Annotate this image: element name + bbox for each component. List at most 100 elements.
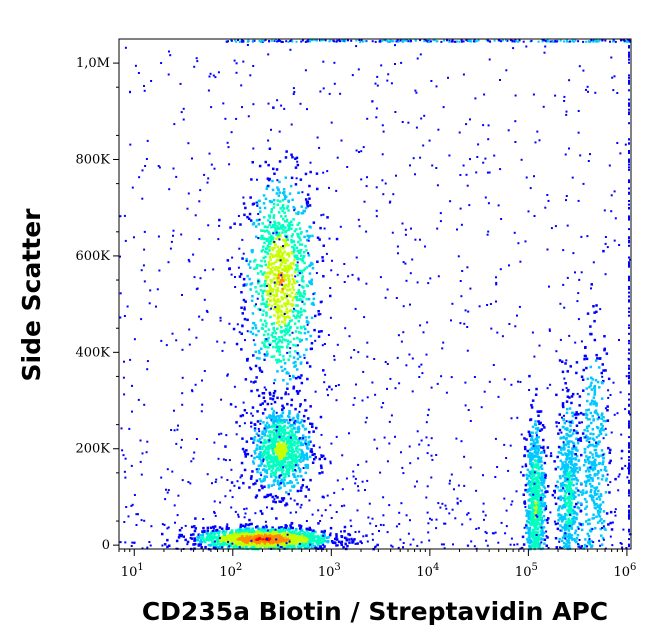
density-point bbox=[531, 462, 535, 465]
density-point bbox=[526, 538, 529, 541]
density-point bbox=[535, 387, 538, 391]
density-point bbox=[563, 489, 567, 493]
density-point bbox=[254, 541, 258, 544]
density-point bbox=[235, 117, 238, 120]
density-point bbox=[609, 448, 612, 452]
density-point bbox=[617, 475, 620, 478]
density-point bbox=[600, 417, 603, 420]
density-point bbox=[282, 441, 286, 444]
density-point bbox=[271, 238, 275, 241]
density-point bbox=[217, 534, 221, 537]
density-point bbox=[526, 468, 530, 472]
density-point bbox=[213, 540, 216, 543]
density-point bbox=[230, 535, 234, 538]
density-point bbox=[266, 535, 270, 538]
density-point bbox=[570, 481, 573, 484]
density-point bbox=[600, 422, 603, 426]
density-point bbox=[296, 257, 299, 260]
density-point bbox=[264, 354, 267, 357]
density-point bbox=[249, 547, 252, 550]
density-point bbox=[526, 511, 529, 515]
density-point bbox=[243, 317, 247, 321]
density-point bbox=[283, 316, 287, 320]
density-point bbox=[295, 430, 298, 434]
density-point bbox=[570, 497, 574, 501]
density-point bbox=[277, 358, 280, 362]
density-point bbox=[591, 468, 595, 472]
density-point bbox=[284, 464, 287, 467]
density-point bbox=[275, 168, 279, 171]
density-point bbox=[355, 383, 357, 386]
density-point bbox=[264, 325, 268, 328]
density-point bbox=[591, 378, 594, 381]
density-point bbox=[251, 295, 254, 298]
density-point bbox=[242, 530, 245, 533]
density-point bbox=[534, 420, 537, 423]
density-point bbox=[289, 454, 292, 458]
density-point bbox=[302, 414, 306, 418]
density-point bbox=[280, 452, 283, 455]
density-point bbox=[273, 339, 277, 343]
density-point bbox=[297, 429, 300, 432]
density-point bbox=[310, 316, 314, 320]
density-point bbox=[542, 526, 546, 529]
density-point bbox=[278, 273, 281, 277]
density-point bbox=[299, 243, 302, 246]
density-point bbox=[279, 250, 282, 254]
density-point bbox=[271, 236, 274, 239]
density-point bbox=[597, 482, 601, 485]
density-point bbox=[305, 249, 308, 252]
density-point bbox=[526, 520, 529, 523]
density-point bbox=[590, 287, 592, 290]
density-point bbox=[225, 542, 229, 546]
density-point bbox=[214, 545, 218, 548]
density-point bbox=[275, 529, 279, 532]
density-point bbox=[325, 536, 329, 539]
density-point bbox=[604, 433, 608, 436]
density-point bbox=[254, 380, 257, 383]
density-point bbox=[508, 323, 511, 325]
density-point bbox=[533, 531, 536, 534]
density-point bbox=[595, 502, 598, 506]
density-point bbox=[571, 414, 575, 418]
density-point bbox=[282, 287, 286, 290]
density-point bbox=[575, 477, 578, 480]
density-point bbox=[280, 540, 283, 544]
density-point bbox=[316, 260, 319, 263]
density-point bbox=[211, 535, 214, 539]
density-point bbox=[270, 210, 273, 214]
density-point bbox=[196, 539, 199, 542]
density-point bbox=[259, 284, 262, 288]
density-point bbox=[288, 437, 291, 440]
density-point bbox=[305, 320, 309, 323]
density-point bbox=[283, 250, 286, 253]
density-point bbox=[297, 312, 300, 315]
density-point bbox=[323, 529, 326, 533]
density-point bbox=[255, 290, 258, 293]
density-point bbox=[540, 502, 543, 505]
density-point bbox=[591, 443, 594, 447]
density-point bbox=[250, 545, 254, 549]
density-point bbox=[533, 510, 537, 514]
density-point bbox=[540, 475, 543, 479]
density-point bbox=[567, 465, 570, 469]
density-point bbox=[526, 527, 529, 530]
density-point bbox=[536, 452, 539, 455]
density-point bbox=[331, 541, 335, 544]
density-point bbox=[296, 417, 300, 420]
density-point bbox=[254, 324, 257, 327]
density-point bbox=[281, 276, 284, 279]
density-point bbox=[565, 545, 569, 549]
density-point bbox=[567, 539, 570, 543]
density-point bbox=[313, 453, 316, 456]
density-point bbox=[254, 258, 257, 262]
density-point bbox=[282, 497, 286, 500]
density-point bbox=[605, 512, 609, 515]
density-point bbox=[301, 299, 304, 302]
density-point bbox=[263, 260, 267, 263]
density-point bbox=[561, 388, 564, 391]
density-point bbox=[501, 335, 504, 338]
density-point bbox=[269, 454, 272, 457]
density-point bbox=[283, 420, 287, 424]
density-point bbox=[302, 478, 305, 482]
